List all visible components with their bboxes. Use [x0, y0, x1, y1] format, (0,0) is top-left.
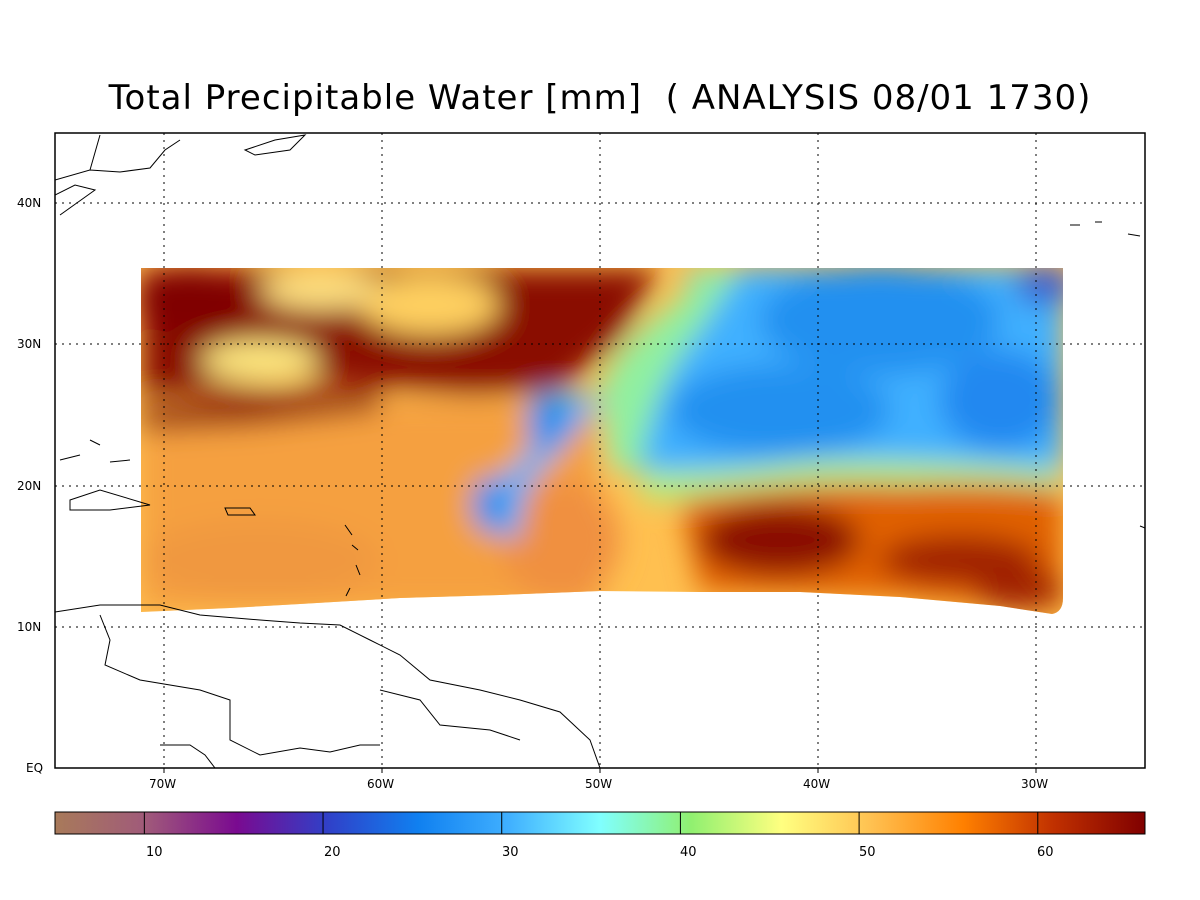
colorbar-label-30: 30 — [502, 845, 519, 860]
lon-label-60w: 60W — [367, 777, 395, 791]
map-title: Total Precipitable Water [mm] ( ANALYSIS… — [108, 78, 1092, 118]
lon-label-30w: 30W — [1021, 777, 1049, 791]
lon-label-50w: 50W — [585, 777, 613, 791]
colorbar-label-20: 20 — [324, 845, 341, 860]
lat-label-20n: 20N — [17, 479, 42, 493]
colorbar-label-50: 50 — [859, 845, 876, 860]
coastlines — [55, 134, 1145, 768]
lat-label-10n: 10N — [17, 620, 42, 634]
lat-label-eq: EQ — [26, 761, 44, 775]
colorbar — [54, 811, 1146, 835]
lon-label-40w: 40W — [803, 777, 831, 791]
tpw-field — [141, 268, 1063, 614]
colorbar-label-40: 40 — [680, 845, 697, 860]
lon-label-70w: 70W — [149, 777, 177, 791]
axis-ticks — [163, 768, 1037, 773]
colorbar-label-10: 10 — [146, 845, 163, 860]
gridlines — [55, 133, 1145, 768]
lat-label-40n: 40N — [17, 196, 42, 210]
colorbar-label-60: 60 — [1037, 845, 1054, 860]
lat-label-30n: 30N — [17, 337, 42, 351]
